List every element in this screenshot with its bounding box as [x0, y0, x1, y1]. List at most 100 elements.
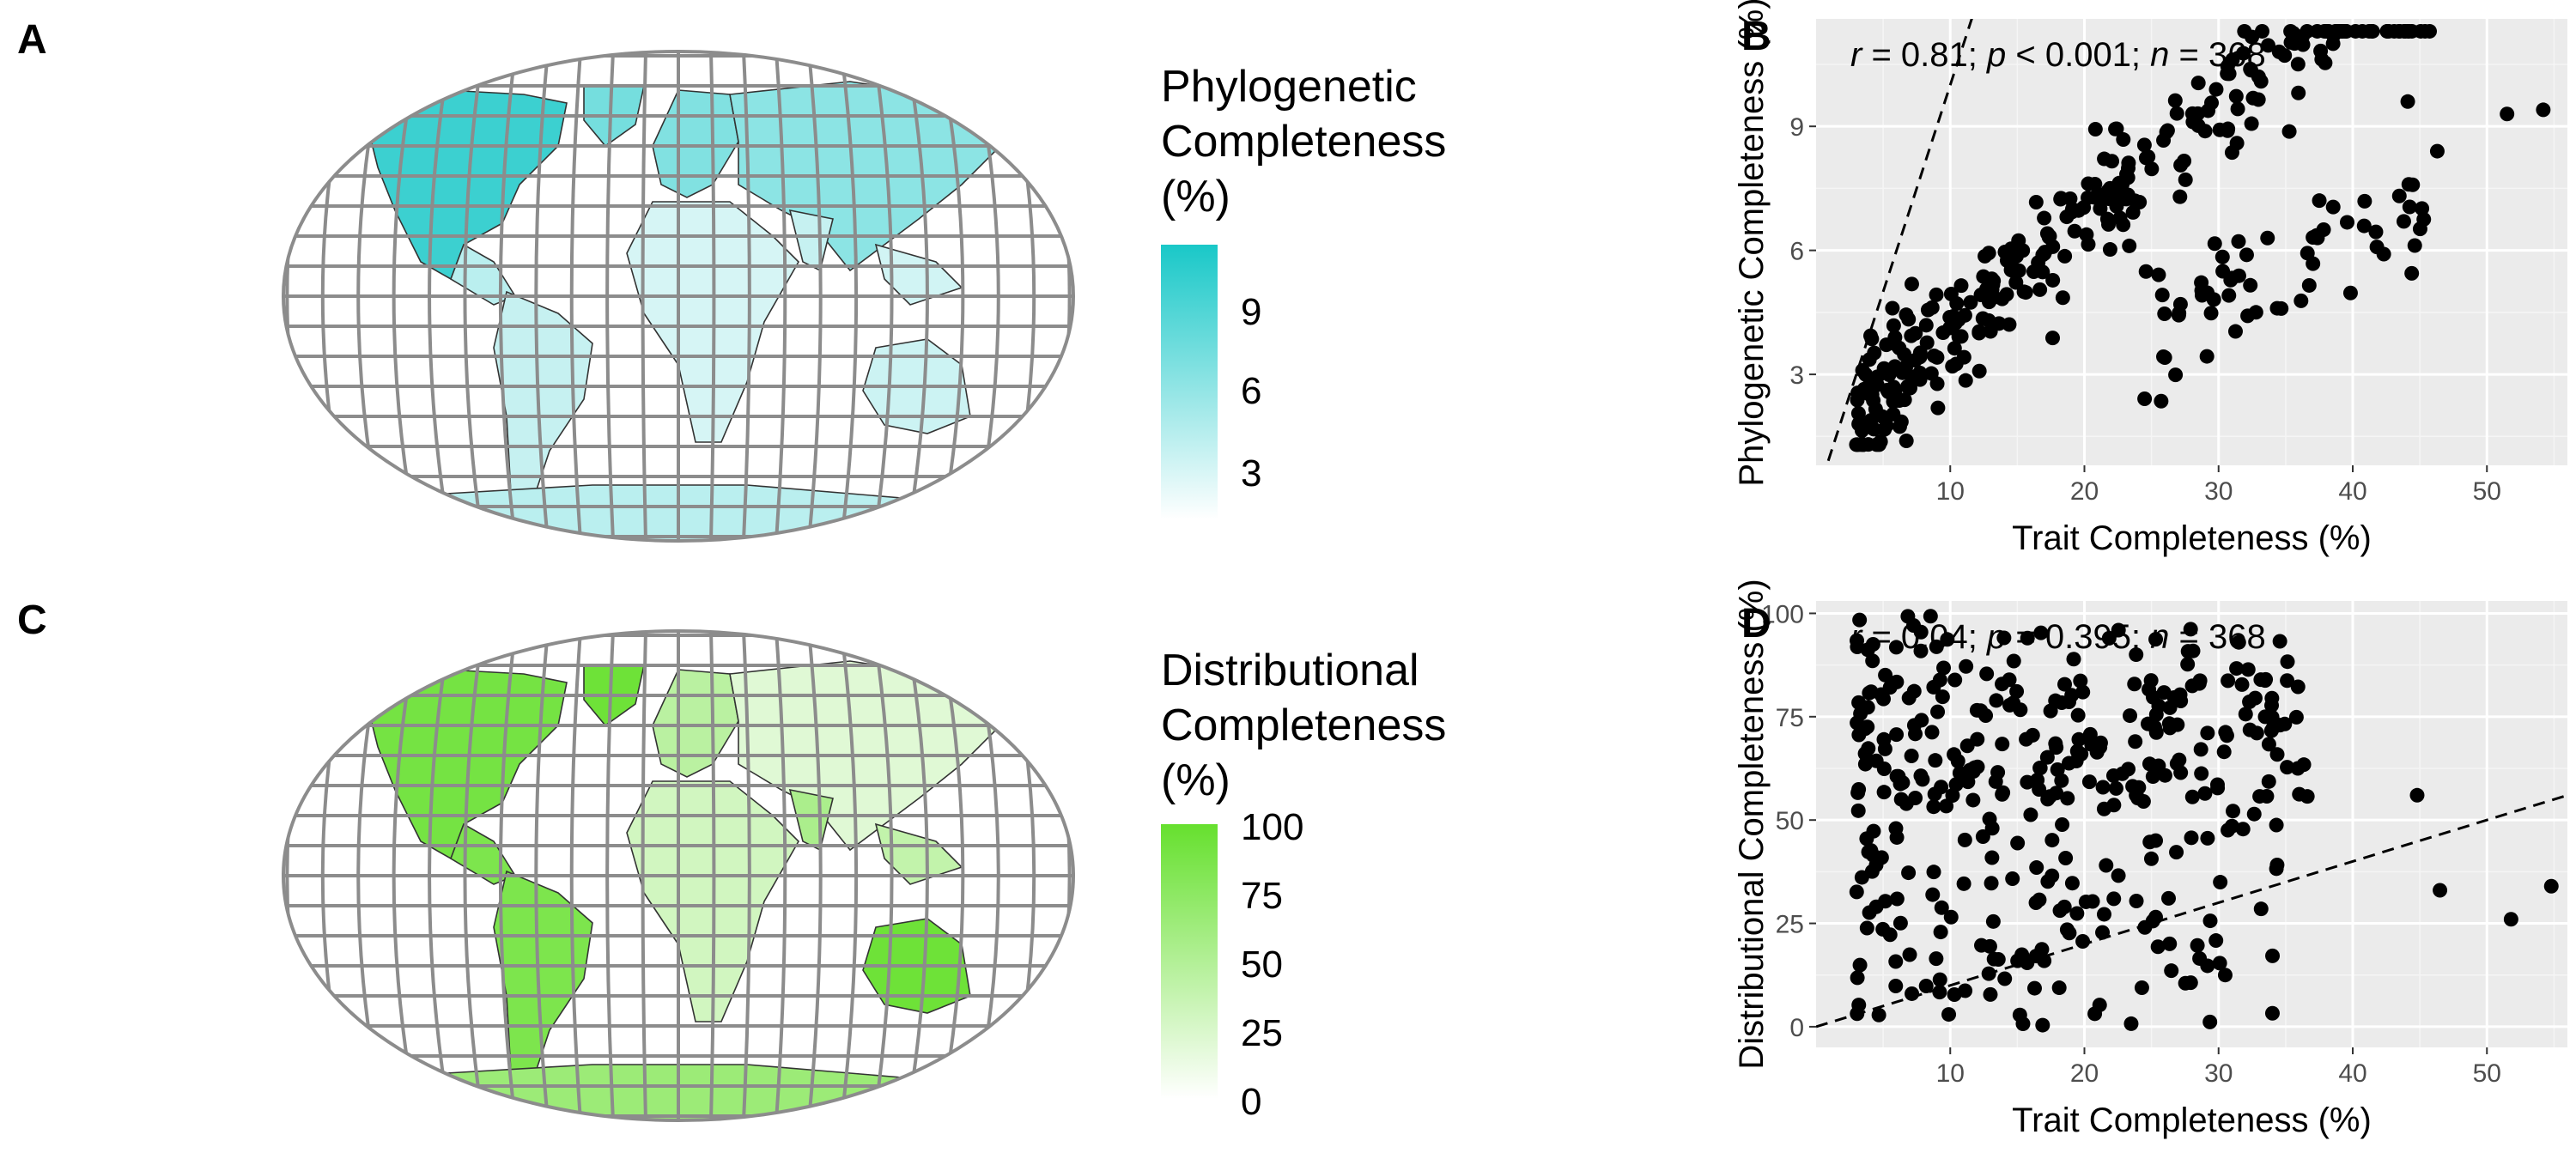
legend-tick: 25	[1241, 1012, 1283, 1054]
data-point	[1886, 318, 1901, 333]
data-point	[1963, 294, 1978, 310]
data-point	[2129, 647, 2144, 663]
data-point	[2117, 191, 2132, 206]
data-point	[2059, 922, 2075, 938]
data-point	[2041, 229, 2057, 245]
data-point	[1876, 691, 1892, 707]
data-point	[2009, 683, 2025, 699]
data-point	[1861, 844, 1876, 859]
data-point	[2300, 246, 2315, 261]
data-point	[2142, 682, 2157, 697]
data-point	[2215, 249, 2230, 264]
data-point	[2081, 774, 2097, 790]
data-point	[2123, 708, 2138, 724]
legend-title-line-3: (%)	[1161, 172, 1230, 221]
data-point	[1982, 811, 1997, 827]
data-point	[1893, 792, 1909, 807]
data-point	[1981, 246, 1996, 261]
stat-annotation: r = 0.81; p < 0.001; n = 368	[1850, 36, 2266, 74]
data-point	[2543, 878, 2559, 894]
data-point	[2227, 324, 2243, 339]
data-point	[1985, 276, 2001, 292]
data-point	[2269, 861, 2284, 877]
data-point	[2212, 956, 2227, 971]
data-point	[1889, 829, 1905, 845]
data-point	[2203, 306, 2219, 321]
data-point	[2129, 787, 2144, 803]
data-point	[2376, 246, 2391, 262]
data-point	[1918, 978, 1934, 993]
data-point	[1889, 674, 1905, 689]
data-point	[1945, 359, 1960, 374]
data-point	[2111, 175, 2127, 191]
data-point	[2415, 201, 2430, 216]
data-point	[2207, 236, 2222, 252]
data-point	[2164, 963, 2179, 979]
data-point	[2208, 82, 2224, 97]
data-point	[1956, 876, 1971, 891]
data-point	[2220, 123, 2235, 138]
data-point	[2012, 1007, 2027, 1022]
data-point	[2184, 678, 2200, 694]
plot-background	[1816, 19, 2567, 465]
data-point	[1981, 313, 1996, 328]
data-point	[2169, 845, 2184, 860]
data-point	[1962, 762, 1978, 778]
data-point	[2019, 731, 2034, 747]
data-point	[2396, 214, 2411, 229]
data-point	[2055, 290, 2070, 306]
x-tick-label: 40	[2338, 1059, 2366, 1088]
data-point	[1849, 884, 1864, 900]
data-point	[1957, 832, 1972, 847]
data-point	[2032, 761, 2048, 776]
data-point	[2356, 218, 2372, 234]
data-point	[2161, 716, 2177, 731]
data-point	[1865, 636, 1880, 652]
data-point	[2156, 132, 2172, 148]
data-point	[2075, 933, 2091, 949]
data-point	[2234, 677, 2250, 692]
x-tick-label: 50	[2473, 1059, 2501, 1088]
data-point	[1862, 685, 1877, 701]
data-point	[2044, 833, 2060, 848]
data-point	[2318, 55, 2333, 70]
data-point	[2049, 740, 2064, 755]
data-point	[2416, 211, 2432, 227]
data-point	[2116, 217, 2131, 233]
data-point	[1965, 792, 1981, 808]
data-point	[1936, 660, 1952, 676]
data-point	[2319, 23, 2335, 39]
data-point	[1986, 951, 2002, 967]
data-point	[1904, 749, 1919, 764]
data-point	[2280, 654, 2295, 670]
data-point	[2348, 23, 2363, 39]
data-point	[2078, 894, 2093, 909]
data-point	[1932, 972, 1947, 987]
data-point	[2037, 210, 2052, 226]
legend-title-line-3: (%)	[1161, 755, 1230, 805]
data-point	[2325, 199, 2341, 215]
x-tick-label: 10	[1936, 1059, 1965, 1088]
data-point	[2339, 215, 2354, 230]
data-point	[2237, 23, 2252, 39]
data-point	[1959, 658, 1974, 674]
data-point	[2269, 747, 2285, 762]
data-point	[1985, 913, 2001, 929]
data-point	[2028, 895, 2044, 910]
data-point	[1868, 753, 1884, 768]
data-point	[1945, 788, 1960, 804]
data-point	[2052, 903, 2068, 919]
data-point	[2260, 38, 2275, 53]
legend-title-line-2: Completeness	[1161, 701, 1446, 750]
data-point	[2154, 288, 2170, 303]
data-point	[1904, 328, 1919, 343]
data-point	[2156, 349, 2172, 364]
data-point	[2081, 237, 2096, 252]
data-point	[1951, 312, 1966, 327]
data-point	[1925, 887, 1941, 902]
legend-colorbar	[1161, 245, 1218, 519]
data-point	[2272, 718, 2287, 733]
data-point	[1876, 785, 1892, 800]
data-point	[1947, 672, 1963, 688]
data-point	[2028, 194, 2044, 209]
